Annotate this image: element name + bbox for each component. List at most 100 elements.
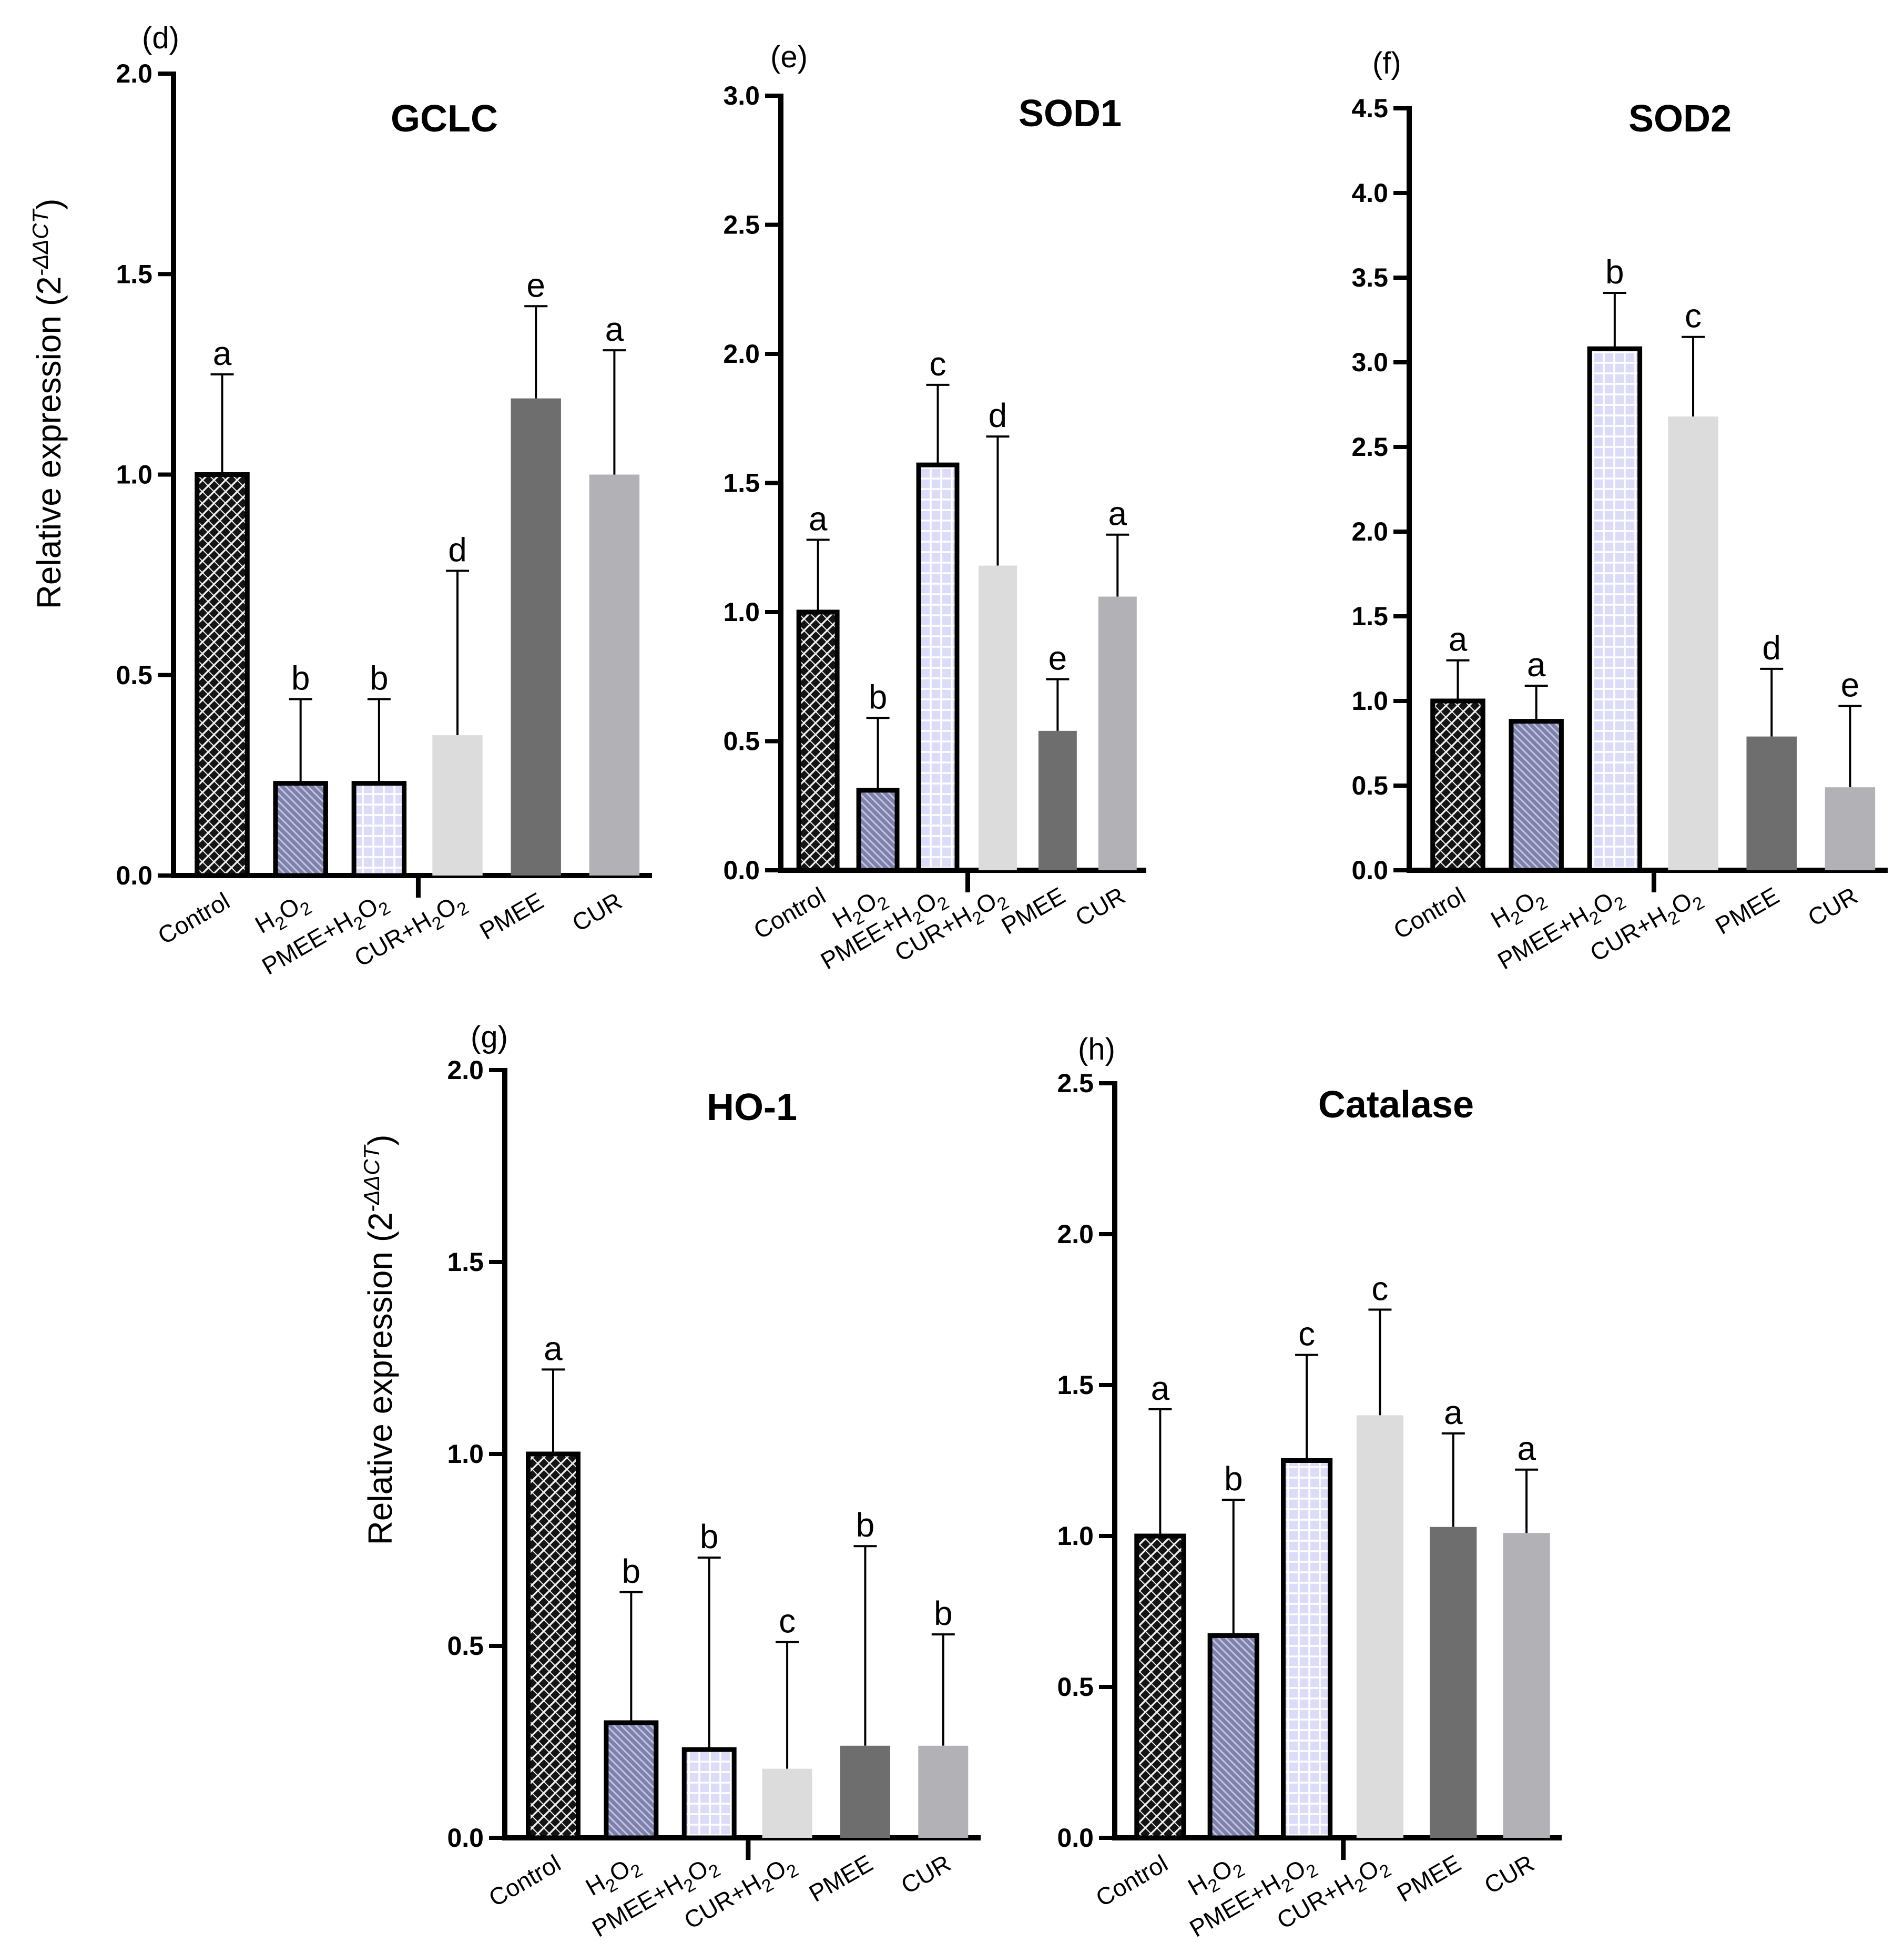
- bar-cur_h2o2: [1356, 1415, 1404, 1838]
- panel-label: (g): [471, 1020, 508, 1054]
- significance-letter: a: [1151, 1369, 1170, 1407]
- category-label-control: Control: [1389, 882, 1470, 944]
- y-tick-label: 3.5: [1351, 263, 1388, 292]
- y-tick-label: 3.0: [1351, 348, 1388, 377]
- significance-letter: a: [544, 1329, 563, 1367]
- bar-control: [195, 472, 250, 878]
- significance-letter: c: [930, 345, 946, 383]
- bar-control: [1134, 1533, 1186, 1840]
- y-tick-label: 2.0: [723, 339, 760, 369]
- significance-letter: c: [779, 1602, 796, 1640]
- y-tick-label: 0.5: [1057, 1672, 1094, 1702]
- y-tick-label: 2.0: [1351, 517, 1388, 546]
- y-tick-label: 0.0: [116, 861, 152, 890]
- significance-letter: b: [934, 1594, 953, 1632]
- y-tick-label: 1.0: [116, 460, 152, 490]
- category-label-cur: CUR: [896, 1849, 955, 1899]
- significance-letter: b: [370, 659, 389, 697]
- y-axis-title-exponent: -ΔΔCT: [28, 208, 53, 277]
- significance-letter: a: [1517, 1430, 1536, 1468]
- bar-pmee: [1746, 736, 1797, 870]
- bar-cur_h2o2: [762, 1768, 812, 1838]
- bar-cur: [1098, 596, 1137, 870]
- y-axis-title-close: ): [30, 199, 68, 210]
- svg-text:Relative expression (2-ΔΔCT): Relative expression (2-ΔΔCT): [28, 199, 68, 609]
- category-label-cur: CUR: [1071, 882, 1129, 932]
- bar-cur: [1503, 1533, 1550, 1838]
- significance-letter: a: [1444, 1393, 1463, 1431]
- y-tick-label: 1.0: [1351, 686, 1388, 716]
- bar-pmee_h2o2: [1587, 346, 1643, 873]
- y-tick-label: 2.0: [1057, 1219, 1094, 1249]
- bar-pmee_h2o2: [1280, 1458, 1333, 1840]
- category-label-control: Control: [749, 882, 830, 944]
- significance-letter: b: [1605, 253, 1624, 291]
- panel-label: (h): [1078, 1032, 1115, 1066]
- significance-letter: c: [1371, 1270, 1388, 1308]
- y-axis-title-bottom: Relative expression (2-ΔΔCT): [359, 1135, 399, 1545]
- y-tick-label: 2.5: [1351, 432, 1388, 462]
- significance-letter: a: [1527, 646, 1546, 684]
- category-label-control: Control: [1091, 1849, 1172, 1912]
- significance-letter: a: [809, 500, 828, 538]
- significance-letter: c: [1298, 1315, 1315, 1353]
- y-tick-label: 0.5: [723, 727, 760, 756]
- category-label-cur: CUR: [567, 887, 626, 937]
- significance-letter: e: [1841, 666, 1860, 704]
- significance-letter: a: [1449, 621, 1468, 658]
- y-tick-label: 1.5: [1057, 1370, 1094, 1400]
- y-tick-label: 1.5: [1351, 602, 1388, 631]
- y-tick-label: 1.5: [116, 259, 152, 289]
- bar-pmee: [1430, 1527, 1477, 1838]
- chart-title: SOD2: [1628, 98, 1732, 140]
- bar-control: [1430, 698, 1485, 873]
- bar-cur: [1825, 787, 1876, 870]
- bar-pmee_h2o2: [351, 781, 407, 878]
- chart-panel-ho-1: (g)HO-10.00.51.01.52.0aControlbH2O2bPMEE…: [447, 1020, 981, 1942]
- category-label-pmee: PMEE: [996, 882, 1070, 940]
- bar-cur_h2o2: [432, 735, 483, 876]
- bar-cur: [589, 474, 640, 876]
- y-tick-label: 0.0: [1057, 1823, 1094, 1853]
- significance-letter: d: [448, 531, 467, 569]
- category-label-pmee: PMEE: [805, 1849, 878, 1907]
- bar-h2o2: [856, 788, 900, 873]
- y-tick-label: 3.0: [723, 81, 760, 110]
- bar-control: [796, 609, 840, 873]
- significance-letter: b: [700, 1518, 719, 1555]
- bar-control: [526, 1451, 581, 1840]
- y-tick-label: 2.0: [447, 1055, 484, 1085]
- bar-h2o2: [604, 1720, 659, 1840]
- significance-letter: b: [1224, 1460, 1243, 1498]
- y-axis-title-text: Relative expression (2: [361, 1212, 399, 1545]
- y-axis-title-close: ): [361, 1135, 399, 1146]
- significance-letter: e: [526, 266, 545, 304]
- bar-cur: [918, 1745, 969, 1838]
- y-tick-label: 0.0: [723, 856, 760, 885]
- bar-pmee: [840, 1745, 890, 1838]
- chart-panel-sod1: (e)SOD10.00.51.01.52.02.53.0aControlbH2O…: [723, 40, 1146, 975]
- category-label-control: Control: [153, 887, 234, 950]
- y-axis-title-top: Relative expression (2-ΔΔCT): [28, 199, 68, 609]
- y-tick-label: 1.5: [723, 469, 760, 498]
- bar-h2o2: [273, 781, 328, 878]
- category-label-pmee: PMEE: [1392, 1849, 1465, 1907]
- bar-h2o2: [1509, 719, 1564, 873]
- significance-letter: b: [622, 1552, 641, 1590]
- chart-title: Catalase: [1318, 1084, 1474, 1126]
- category-label-cur: CUR: [1803, 882, 1862, 932]
- significance-letter: c: [1685, 297, 1702, 335]
- chart-title: GCLC: [391, 98, 498, 140]
- significance-letter: b: [869, 678, 888, 716]
- y-tick-label: 2.0: [116, 59, 152, 88]
- chart-panel-gclc: (d)GCLC0.00.51.01.52.0aControlbH2O2bPMEE…: [116, 21, 652, 980]
- significance-letter: b: [856, 1506, 875, 1544]
- y-tick-label: 0.5: [447, 1631, 484, 1661]
- chart-panel-sod2: (f) SOD2 0.0 0.5 1.0 1.5 2.0 2.5 3.0 3.5 4.0 4.5 a Co…: [1351, 46, 1888, 975]
- y-tick-label: 0.0: [1351, 856, 1388, 885]
- y-tick-label: 0.5: [1351, 771, 1388, 800]
- bar-pmee_h2o2: [681, 1747, 737, 1840]
- panel-label: (e): [770, 40, 808, 74]
- y-tick-label: 1.5: [447, 1247, 484, 1277]
